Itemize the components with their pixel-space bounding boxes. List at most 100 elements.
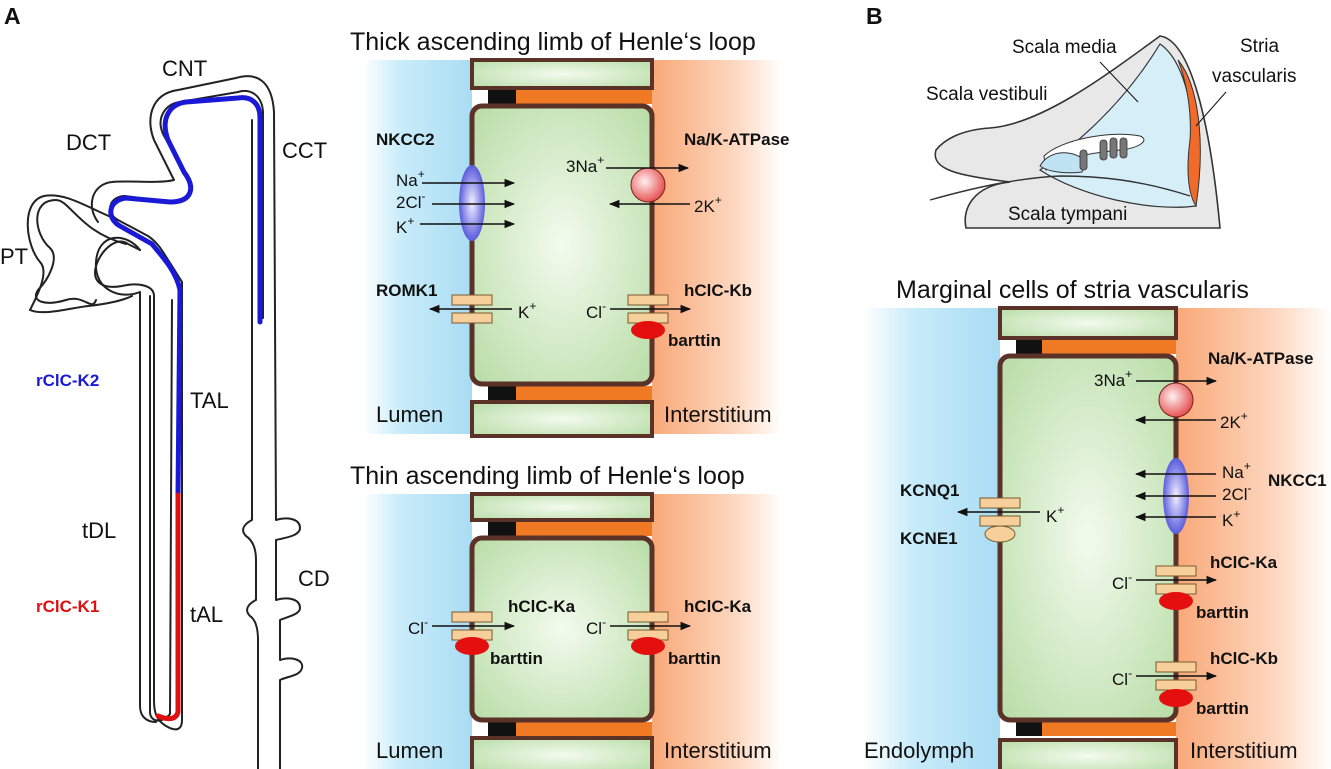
thin-left-barttin <box>455 637 489 655</box>
thin-bottom-neighbor-cell <box>470 736 654 769</box>
nephron-diagram <box>26 75 304 769</box>
marginal-junction-top-orange <box>1042 340 1176 354</box>
marginal-cell <box>997 353 1179 723</box>
label-tal-thin: tAL <box>190 602 223 627</box>
thin-left-channel-top <box>451 611 493 623</box>
label-cd: CD <box>298 566 330 591</box>
thick-clckb-label: hClC-Kb <box>684 281 752 300</box>
marginal-atpase-label: Na/K-ATPase <box>1208 349 1314 368</box>
kcne1-label: KCNE1 <box>900 529 958 548</box>
marginal-junction-bottom-orange <box>1042 722 1176 736</box>
thick-atpase-label: Na/K-ATPase <box>684 130 790 149</box>
marginal-clcka-label: hClC-Ka <box>1210 553 1278 572</box>
kcne1-subunit <box>984 525 1016 543</box>
label-cct: CCT <box>282 138 327 163</box>
thick-cl-in: Cl- <box>586 299 606 322</box>
thick-junction-bottom <box>488 386 516 400</box>
thin-right-barttin-label: barttin <box>668 649 721 668</box>
marginal-cl-b: Cl- <box>1112 666 1132 689</box>
label-rclck2: rClC-K2 <box>36 371 99 390</box>
marginal-clckb-label: hClC-Kb <box>1210 649 1278 668</box>
thin-right-cl: Cl- <box>586 615 606 638</box>
marginal-clckb-bottom <box>1155 679 1197 691</box>
thick-2k: 2K+ <box>694 193 722 216</box>
thin-right-barttin <box>631 637 665 655</box>
marginal-k-out: K+ <box>1046 503 1064 526</box>
thick-junction-top <box>488 90 516 104</box>
thin-top-neighbor-cell <box>470 492 654 522</box>
thin-junction-bottom <box>488 722 516 736</box>
marginal-bottom-neighbor-cell <box>998 738 1178 769</box>
thick-barttin-label: barttin <box>668 331 721 350</box>
nkcc1-label: NKCC1 <box>1268 471 1327 490</box>
thick-3na: 3Na+ <box>566 153 604 176</box>
thick-interstitium-bg <box>652 60 782 434</box>
kcnq1-channel-bottom <box>979 515 1021 527</box>
label-tdl: tDL <box>82 518 116 543</box>
thick-k-out: K+ <box>518 299 536 322</box>
thick-cl-ion: 2Cl- <box>396 189 426 212</box>
scala-media-pointer <box>1099 61 1139 103</box>
thin-left-clcka-label: hClC-Ka <box>508 597 576 616</box>
thin-limb-panel: Thin ascending limb of Henle‘s loop Cl- … <box>350 462 782 769</box>
thin-right-clcka-label: hClC-Ka <box>684 597 752 616</box>
thick-lumen-label: Lumen <box>376 402 443 427</box>
marginal-cell-panel: Marginal cells of stria vascularis Na/K-… <box>864 276 1331 769</box>
nkcc2-transporter <box>459 165 485 241</box>
thin-interstitium-bg <box>652 494 782 769</box>
marginal-title: Marginal cells of stria vascularis <box>896 276 1249 304</box>
thick-interstitium-label: Interstitium <box>664 402 772 427</box>
marginal-k-ion: K+ <box>1222 507 1240 530</box>
thin-junction-bottom-orange <box>516 722 652 736</box>
thick-clckb-channel-top <box>627 294 669 306</box>
label-dct: DCT <box>66 130 111 155</box>
endolymph-label: Endolymph <box>864 738 974 763</box>
thick-na-ion: Na+ <box>396 167 425 190</box>
label-cnt: CNT <box>162 56 207 81</box>
marginal-na-ion: Na+ <box>1222 459 1251 482</box>
marginal-cl-a: Cl- <box>1112 570 1132 593</box>
thin-epithelial-cell <box>469 535 655 723</box>
thick-title: Thick ascending limb of Henle‘s loop <box>350 28 756 56</box>
thick-limb-panel: Thick ascending limb of Henle‘s loop NKC… <box>350 28 790 438</box>
thick-top-neighbor-cell <box>470 58 654 90</box>
stria-pointer <box>1195 91 1227 127</box>
thin-left-barttin-label: barttin <box>490 649 543 668</box>
marginal-clckb-top <box>1155 661 1197 673</box>
marginal-2k: 2K+ <box>1220 409 1248 432</box>
marginal-barttin-a <box>1159 592 1193 610</box>
panel-label-b: B <box>866 3 883 29</box>
marginal-barttin-b-label: barttin <box>1196 699 1249 718</box>
label-rclck1: rClC-K1 <box>36 597 99 616</box>
marginal-junction-bottom <box>1016 722 1042 736</box>
label-tal: TAL <box>190 388 229 413</box>
thin-interstitium-label: Interstitium <box>664 738 772 763</box>
marginal-top-neighbor-cell <box>998 306 1178 340</box>
hair-cells <box>1079 137 1128 171</box>
marginal-atpase-pump <box>1158 382 1194 418</box>
cochlea-diagram <box>929 35 1227 229</box>
kcnq1-channel-top <box>979 497 1021 509</box>
label-scala-vestibuli: Scala vestibuli <box>926 84 1047 105</box>
marginal-interstitium-bg <box>1176 308 1331 769</box>
marginal-3na: 3Na+ <box>1094 367 1132 390</box>
thin-lumen-label: Lumen <box>376 738 443 763</box>
thin-title: Thin ascending limb of Henle‘s loop <box>350 462 745 490</box>
marginal-barttin-b <box>1159 689 1193 707</box>
marginal-interstitium-label: Interstitium <box>1190 738 1298 763</box>
romk1-label: ROMK1 <box>376 281 437 300</box>
thin-junction-top <box>488 522 516 536</box>
thick-barttin <box>631 321 665 339</box>
thick-lumen-bg <box>362 60 472 434</box>
panel-label-a: A <box>4 3 21 29</box>
label-scala-media: Scala media <box>1012 37 1117 58</box>
thin-left-cl: Cl- <box>408 615 428 638</box>
label-stria-line1: Stria <box>1240 36 1280 57</box>
thick-k-ion: K+ <box>396 214 414 237</box>
stria-vascularis <box>1177 59 1201 208</box>
thin-junction-top-orange <box>516 522 652 536</box>
basilar-membrane <box>929 175 1191 201</box>
kcnq1-label: KCNQ1 <box>900 481 960 500</box>
thick-junction-bottom-orange <box>516 386 652 400</box>
